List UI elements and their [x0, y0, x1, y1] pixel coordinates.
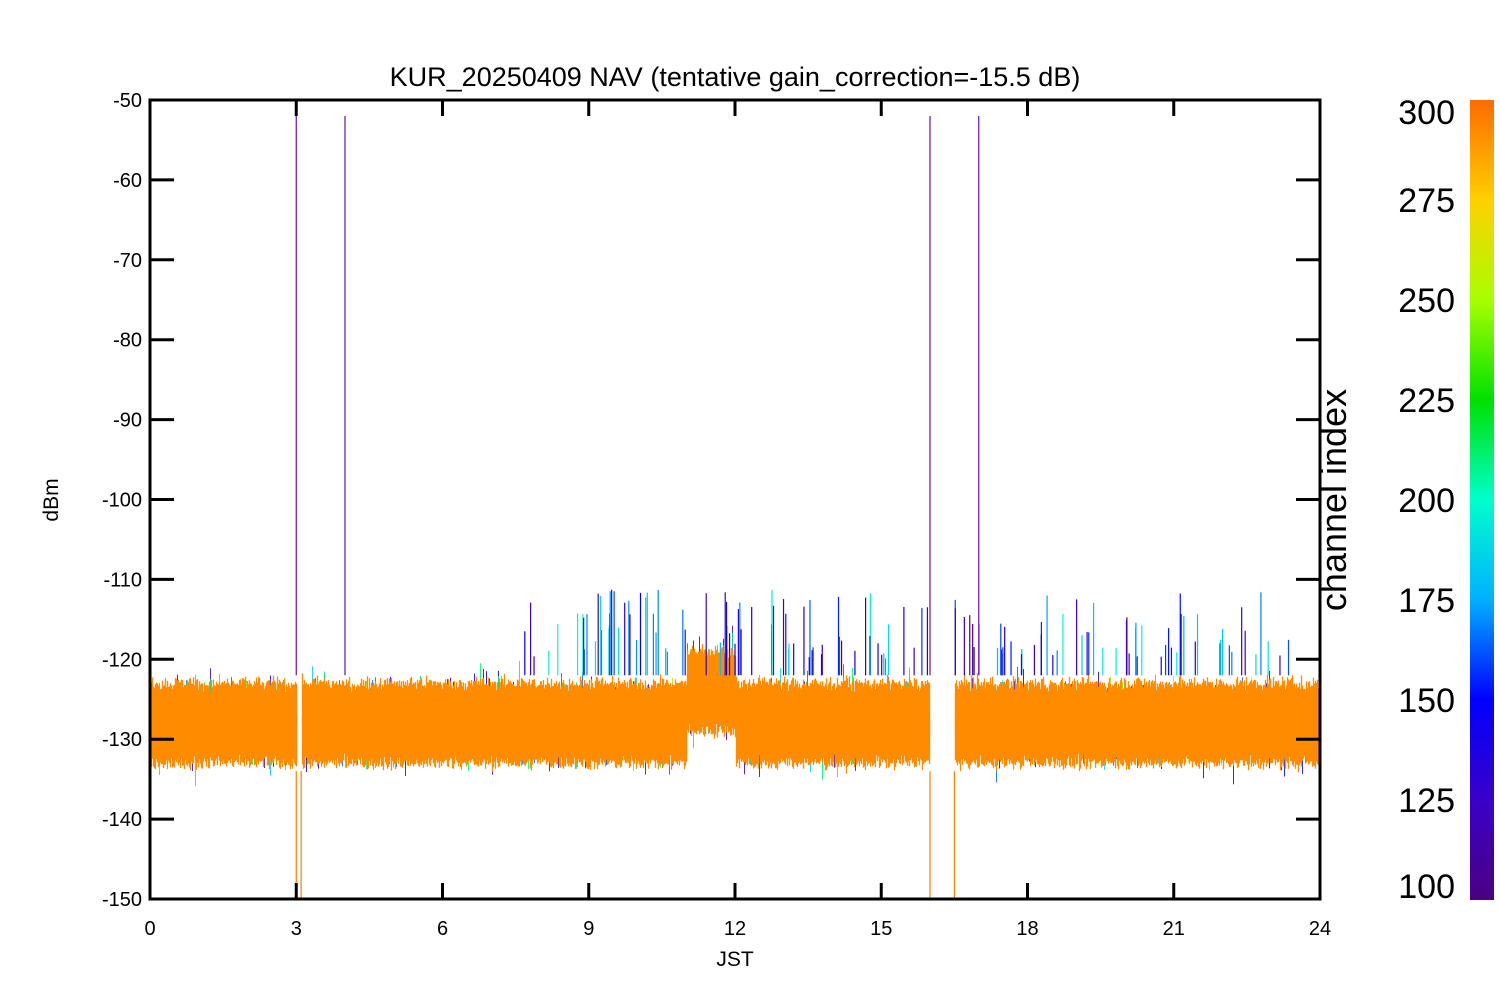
y-tick-label: -50 [113, 90, 142, 112]
colorbar-tick-label: 250 [1398, 282, 1455, 320]
x-tick-label: 15 [870, 918, 892, 940]
y-tick-label: -120 [102, 649, 142, 671]
colorbar-tick-label: 200 [1398, 482, 1455, 520]
colorbar [1470, 100, 1494, 900]
colorbar-tick-label: 300 [1398, 94, 1455, 132]
vertical-spikes [295, 115, 980, 899]
y-tick-label: -130 [102, 729, 142, 751]
x-tick-label: 21 [1163, 918, 1185, 940]
colorbar-tick-label: 100 [1398, 868, 1455, 906]
chart-title: KUR_20250409 NAV (tentative gain_correct… [390, 62, 1081, 92]
x-tick-label: 24 [1309, 918, 1331, 940]
colorbar-ticks: 100 125 150 175 200 225 250 275 300 [1398, 94, 1455, 906]
y-axis-label: dBm [40, 478, 63, 521]
y-tick-label: -70 [113, 250, 142, 272]
y-tick-label: -140 [102, 809, 142, 831]
x-tick-label: 12 [724, 918, 746, 940]
x-axis-label: JST [716, 948, 754, 971]
plot-frame [148, 98, 1322, 901]
colorbar-tick-label: 125 [1398, 782, 1455, 820]
x-tick-label: 3 [291, 918, 302, 940]
colorbar-label: channel index [1313, 389, 1354, 611]
y-tick-label: -150 [102, 889, 142, 911]
x-axis: 0 3 6 9 12 15 18 21 24 [144, 100, 1331, 940]
data-layer [150, 115, 1320, 899]
x-tick-label: 0 [144, 918, 155, 940]
y-tick-label: -110 [103, 569, 142, 591]
colorbar-tick-label: 275 [1398, 182, 1455, 220]
series-spikes [524, 589, 1290, 676]
y-tick-label: -90 [113, 410, 142, 432]
colorbar-tick-label: 150 [1398, 682, 1455, 720]
y-tick-label: -60 [113, 170, 142, 192]
colorbar-tick-label: 175 [1398, 582, 1455, 620]
colorbar-tick-label: 225 [1398, 382, 1455, 420]
y-axis: -50 -60 -70 -80 -90 -100 -110 -120 -130 -140 -150 [102, 90, 1320, 911]
y-tick-label: -80 [113, 330, 142, 352]
x-tick-label: 6 [437, 918, 448, 940]
y-tick-label: -100 [102, 490, 142, 512]
x-tick-label: 9 [583, 918, 594, 940]
x-tick-label: 18 [1016, 918, 1038, 940]
